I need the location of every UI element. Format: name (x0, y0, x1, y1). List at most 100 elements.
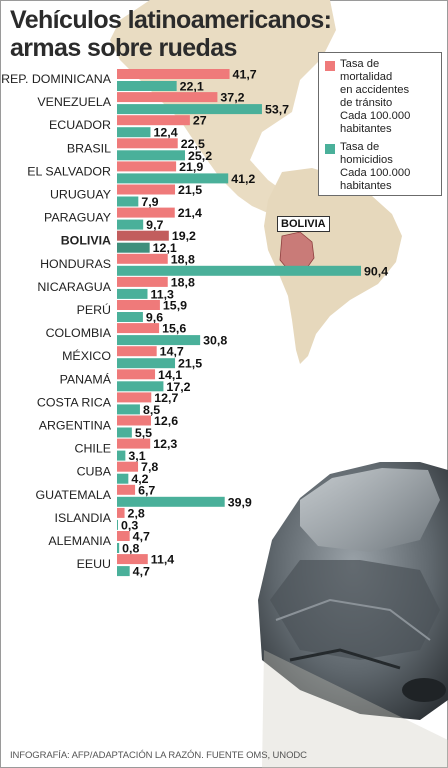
bar-road-deaths-bolivia (117, 230, 169, 241)
value-label-homicides-islandia: 0,3 (121, 518, 138, 532)
value-label-homicides-el-salvador: 41,2 (231, 172, 255, 186)
category-label-rep-dominicana: REP. DOMINICANA (1, 72, 112, 86)
category-label-brasil: BRASIL (67, 141, 111, 155)
value-label-homicides-rep-dominicana: 22,1 (180, 80, 204, 94)
bar-homicides-cuba (117, 473, 129, 484)
bar-homicides-brasil (117, 150, 186, 161)
value-label-road-deaths-paraguay: 21,4 (178, 206, 202, 220)
value-label-homicides-eeuu: 4,7 (133, 565, 150, 579)
category-label-peru: PERÚ (77, 302, 111, 317)
category-label-cuba: CUBA (77, 465, 112, 479)
value-label-road-deaths-el-salvador: 21,9 (179, 160, 203, 174)
category-label-bolivia: BOLIVIA (61, 234, 111, 248)
value-label-road-deaths-panama: 14,1 (158, 368, 182, 382)
map-label-text: BOLIVIA (281, 218, 326, 230)
bar-road-deaths-colombia (117, 323, 160, 334)
value-label-homicides-cuba: 4,2 (131, 472, 148, 486)
value-label-road-deaths-cuba: 7,8 (141, 460, 158, 474)
category-label-guatemala: GUATEMALA (35, 488, 111, 502)
bar-road-deaths-islandia (117, 507, 125, 518)
bar-homicides-costa-rica (117, 404, 140, 415)
category-label-panama: PANAMÁ (60, 371, 112, 386)
bar-homicides-paraguay (117, 219, 144, 230)
bar-homicides-peru (117, 312, 143, 322)
bar-road-deaths-alemania (117, 531, 130, 541)
bar-road-deaths-honduras (117, 253, 168, 264)
value-label-homicides-venezuela: 53,7 (265, 103, 289, 117)
value-label-road-deaths-eeuu: 11,4 (151, 553, 175, 567)
category-label-argentina: ARGENTINA (39, 419, 112, 433)
bar-road-deaths-nicaragua (117, 276, 168, 287)
bar-road-deaths-mexico (117, 346, 157, 357)
bar-homicides-argentina (117, 427, 132, 438)
value-label-road-deaths-venezuela: 37,2 (220, 91, 244, 105)
bar-homicides-bolivia (117, 242, 150, 253)
category-label-uruguay: URUGUAY (50, 188, 111, 202)
category-label-mexico: MÉXICO (62, 348, 111, 363)
value-label-road-deaths-uruguay: 21,5 (178, 183, 202, 197)
value-label-road-deaths-bolivia: 19,2 (172, 229, 196, 243)
value-label-homicides-guatemala: 39,9 (228, 495, 252, 509)
legend-swatch-homicides (325, 144, 335, 154)
category-label-ecuador: ECUADOR (49, 118, 111, 132)
value-label-homicides-paraguay: 9,7 (146, 218, 163, 232)
value-label-road-deaths-rep-dominicana: 41,7 (233, 68, 257, 82)
value-label-road-deaths-colombia: 15,6 (162, 322, 186, 336)
bar-homicides-el-salvador (117, 173, 229, 184)
page-title: Vehículos latinoamericanos: armas sobre … (10, 6, 332, 62)
bar-road-deaths-cuba (117, 461, 139, 472)
bar-homicides-honduras (117, 265, 361, 276)
value-label-homicides-nicaragua: 11,3 (151, 287, 175, 301)
map-label-bolivia: BOLIVIA (277, 216, 330, 232)
value-label-road-deaths-chile: 12,3 (153, 437, 177, 451)
value-label-road-deaths-argentina: 12,6 (154, 414, 178, 428)
value-label-homicides-bolivia: 12,1 (153, 241, 177, 255)
value-label-homicides-chile: 3,1 (128, 449, 145, 463)
legend-swatch-road-deaths (325, 61, 335, 71)
bar-homicides-chile (117, 450, 126, 461)
chart-legend: Tasa de mortalidad en accidentes de trán… (318, 52, 442, 196)
value-label-road-deaths-costa-rica: 12,7 (154, 391, 178, 405)
bar-road-deaths-argentina (117, 415, 152, 426)
bar-road-deaths-brasil (117, 138, 178, 149)
bar-road-deaths-costa-rica (117, 392, 152, 403)
value-label-road-deaths-nicaragua: 18,8 (171, 275, 195, 289)
category-label-costa-rica: COSTA RICA (37, 395, 112, 409)
bar-homicides-eeuu (117, 566, 130, 577)
source-credit: INFOGRAFÍA: AFP/ADAPTACIÓN LA RAZÓN. FUE… (10, 750, 307, 761)
category-label-el-salvador: EL SALVADOR (27, 164, 111, 178)
legend-label-homicides: Tasa de homicidios Cada 100.000 habitant… (340, 141, 411, 192)
value-label-homicides-brasil: 25,2 (188, 149, 212, 163)
bar-road-deaths-panama (117, 369, 156, 380)
value-label-road-deaths-guatemala: 6,7 (138, 483, 155, 497)
value-label-homicides-argentina: 5,5 (135, 426, 152, 440)
bar-road-deaths-venezuela (117, 92, 218, 103)
bar-homicides-islandia (117, 519, 118, 530)
bar-homicides-uruguay (117, 196, 139, 207)
bar-road-deaths-uruguay (117, 184, 176, 195)
bar-road-deaths-chile (117, 438, 151, 449)
legend-label-road-deaths: Tasa de mortalidad en accidentes de trán… (340, 58, 411, 135)
value-label-homicides-ecuador: 12,4 (153, 126, 177, 140)
value-label-homicides-mexico: 21,5 (178, 357, 202, 371)
value-label-homicides-panama: 17,2 (166, 380, 190, 394)
bar-homicides-panama (117, 381, 164, 392)
bar-homicides-venezuela (117, 104, 262, 115)
value-label-road-deaths-peru: 15,9 (163, 299, 187, 313)
category-label-honduras: HONDURAS (40, 257, 111, 271)
value-label-road-deaths-ecuador: 27 (193, 114, 207, 128)
bar-homicides-ecuador (117, 127, 151, 138)
value-label-homicides-costa-rica: 8,5 (143, 403, 160, 417)
value-label-road-deaths-honduras: 18,8 (171, 252, 195, 266)
map-bolivia (279, 231, 315, 273)
category-label-nicaragua: NICARAGUA (37, 280, 111, 294)
category-label-colombia: COLOMBIA (46, 326, 112, 340)
value-label-homicides-colombia: 30,8 (203, 334, 227, 348)
bar-road-deaths-el-salvador (117, 161, 177, 172)
value-label-homicides-alemania: 0,8 (122, 542, 139, 556)
value-label-homicides-honduras: 90,4 (364, 264, 388, 278)
category-label-alemania: ALEMANIA (48, 534, 111, 548)
bar-homicides-guatemala (117, 496, 225, 507)
bar-road-deaths-rep-dominicana (117, 69, 230, 79)
